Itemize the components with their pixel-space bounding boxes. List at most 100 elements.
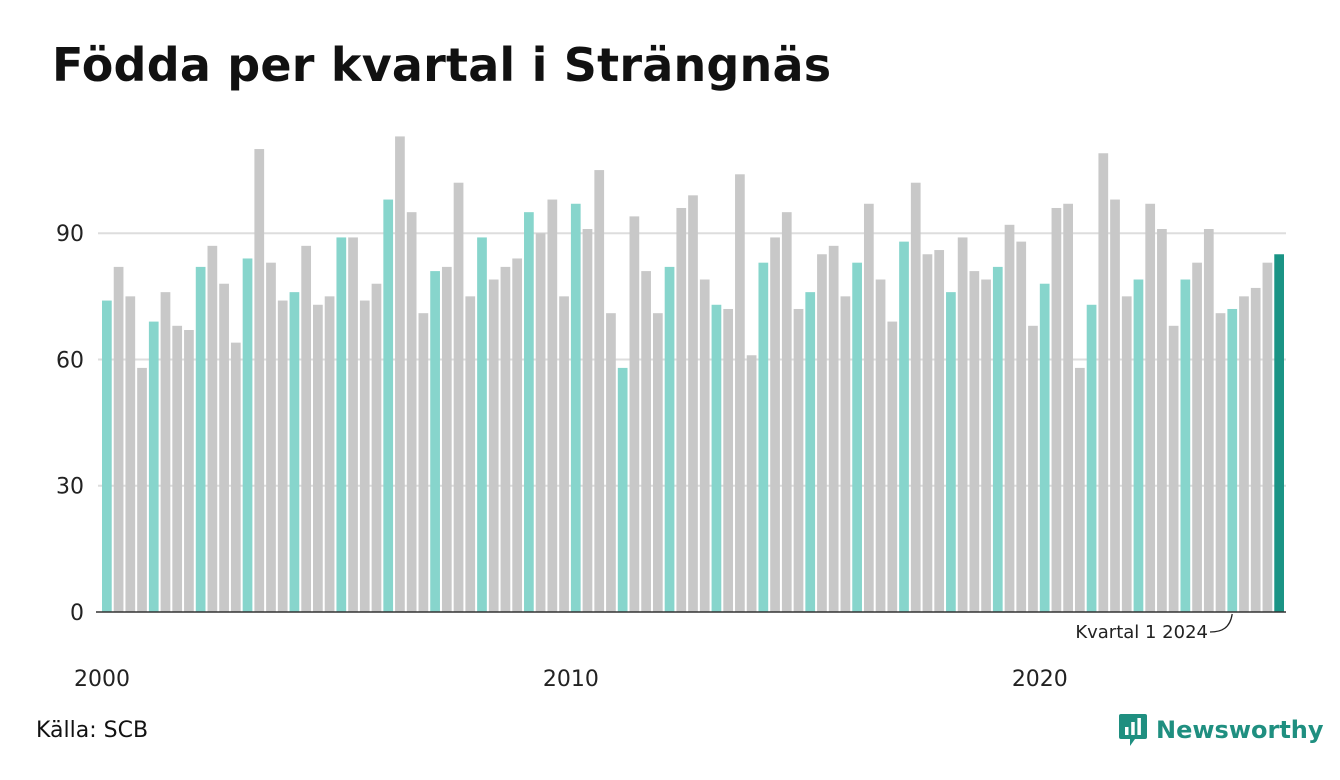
bar[interactable] — [735, 174, 745, 613]
bar[interactable] — [570, 203, 581, 612]
bar[interactable] — [805, 292, 816, 612]
bar[interactable] — [383, 199, 394, 613]
bar[interactable] — [1039, 283, 1050, 612]
bar[interactable] — [1145, 203, 1156, 612]
bar[interactable] — [289, 292, 300, 612]
bar[interactable] — [371, 283, 382, 612]
bar[interactable] — [219, 283, 229, 612]
bar[interactable] — [477, 237, 487, 612]
bar[interactable] — [465, 296, 476, 612]
bar[interactable] — [230, 342, 241, 612]
bar[interactable] — [1227, 308, 1238, 612]
bar[interactable] — [711, 304, 722, 612]
bar[interactable] — [946, 292, 956, 612]
bar[interactable] — [1133, 279, 1144, 612]
bar[interactable] — [1274, 254, 1284, 612]
bar[interactable] — [488, 279, 499, 612]
bar[interactable] — [1086, 304, 1097, 612]
bar[interactable] — [395, 136, 405, 613]
bar[interactable] — [301, 245, 312, 612]
bar[interactable] — [348, 237, 358, 612]
bar[interactable] — [582, 229, 593, 612]
bar[interactable] — [1004, 224, 1015, 613]
brand-logo[interactable]: Newsworthy — [1118, 712, 1324, 748]
bar[interactable] — [160, 292, 171, 612]
bar[interactable] — [242, 258, 253, 612]
bar[interactable] — [910, 182, 921, 612]
bar[interactable] — [992, 266, 1003, 612]
bar[interactable] — [125, 296, 136, 612]
bar[interactable] — [817, 254, 827, 612]
bar[interactable] — [594, 170, 605, 612]
bar[interactable] — [313, 304, 323, 612]
bar[interactable] — [559, 296, 569, 612]
bar[interactable] — [207, 245, 218, 612]
bar[interactable] — [617, 367, 628, 612]
bar[interactable] — [1016, 241, 1027, 612]
bar[interactable] — [1203, 229, 1214, 612]
bar[interactable] — [113, 266, 124, 612]
bar[interactable] — [1121, 296, 1132, 612]
bar[interactable] — [840, 296, 851, 612]
bar[interactable] — [266, 262, 276, 612]
bar[interactable] — [957, 237, 968, 612]
bar[interactable] — [899, 241, 909, 612]
bar[interactable] — [1157, 229, 1167, 612]
bar[interactable] — [1250, 287, 1261, 612]
bar[interactable] — [524, 212, 534, 613]
bar[interactable] — [1239, 296, 1249, 612]
bar[interactable] — [1215, 313, 1226, 612]
bar[interactable] — [1192, 262, 1202, 612]
bar[interactable] — [137, 367, 147, 612]
bar[interactable] — [418, 313, 429, 612]
bar[interactable] — [441, 266, 452, 612]
bar[interactable] — [922, 254, 933, 612]
bar[interactable] — [828, 245, 839, 612]
bar[interactable] — [641, 271, 651, 612]
bar[interactable] — [793, 308, 804, 612]
bar[interactable] — [535, 233, 546, 612]
bar[interactable] — [195, 266, 206, 612]
bar[interactable] — [606, 313, 616, 612]
bar[interactable] — [512, 258, 523, 612]
bar[interactable] — [1051, 207, 1062, 612]
bar[interactable] — [500, 266, 511, 612]
bar[interactable] — [770, 237, 780, 612]
bar[interactable] — [852, 262, 862, 612]
bar[interactable] — [324, 296, 335, 612]
bar[interactable] — [336, 237, 347, 612]
bar[interactable] — [863, 203, 874, 612]
bar[interactable] — [676, 207, 687, 612]
bar[interactable] — [969, 271, 980, 612]
bar[interactable] — [699, 279, 710, 612]
bar[interactable] — [664, 266, 675, 612]
bar[interactable] — [629, 216, 640, 612]
bar[interactable] — [781, 212, 792, 613]
bar[interactable] — [277, 300, 288, 612]
bar[interactable] — [254, 149, 265, 613]
bar[interactable] — [758, 262, 769, 612]
bar[interactable] — [1110, 199, 1120, 613]
bar[interactable] — [359, 300, 370, 612]
bar[interactable] — [547, 199, 558, 613]
bar[interactable] — [1063, 203, 1073, 612]
bar[interactable] — [652, 313, 663, 612]
bar[interactable] — [887, 321, 898, 612]
bar[interactable] — [746, 355, 757, 612]
bar[interactable] — [934, 250, 945, 613]
bar[interactable] — [1180, 279, 1191, 612]
bar[interactable] — [1028, 325, 1038, 612]
bar[interactable] — [875, 279, 886, 612]
bar[interactable] — [1262, 262, 1273, 612]
bar[interactable] — [723, 308, 734, 612]
bar[interactable] — [688, 195, 698, 612]
bar[interactable] — [1168, 325, 1179, 612]
bar[interactable] — [172, 325, 183, 612]
bar[interactable] — [453, 182, 464, 612]
bar[interactable] — [1074, 367, 1085, 612]
bar[interactable] — [148, 321, 159, 612]
bar[interactable] — [102, 300, 112, 612]
bar[interactable] — [1098, 153, 1109, 612]
bar[interactable] — [406, 212, 417, 613]
bar[interactable] — [430, 271, 440, 612]
